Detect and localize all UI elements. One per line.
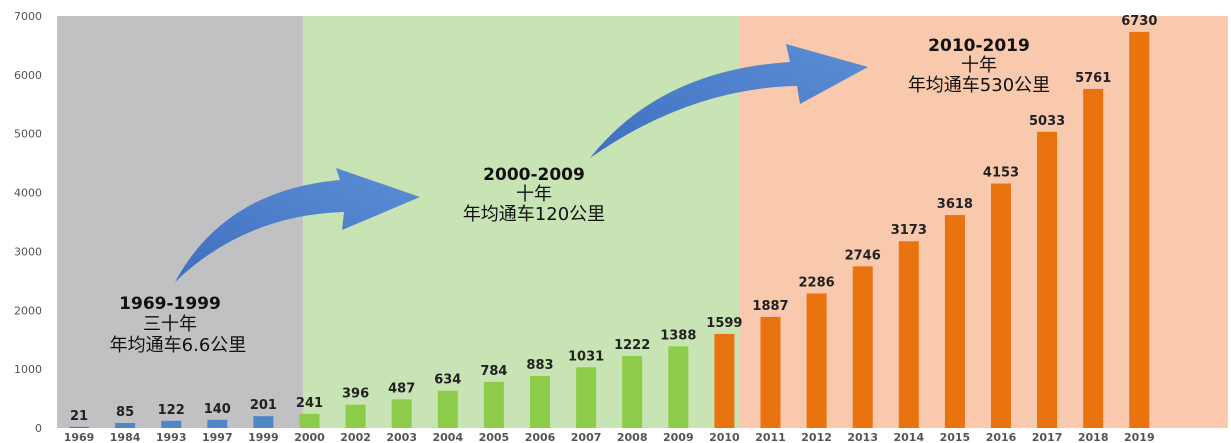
- y-tick-label: 1000: [14, 363, 42, 376]
- x-tick-label: 2015: [940, 431, 971, 443]
- x-tick-label: 2016: [986, 431, 1017, 443]
- x-tick-label: 2019: [1124, 431, 1155, 443]
- data-label: 122: [158, 403, 185, 418]
- y-tick-label: 7000: [14, 10, 42, 23]
- bar: [1037, 131, 1058, 428]
- x-tick-label: 1984: [110, 431, 141, 443]
- x-tick-label: 2007: [571, 431, 602, 443]
- data-label: 1222: [614, 338, 650, 353]
- bar: [299, 413, 320, 428]
- era3-line3: 年均通车530公里: [908, 75, 1050, 96]
- era1-title: 1969-1999: [119, 294, 221, 314]
- data-label: 6730: [1121, 14, 1157, 29]
- bar: [852, 266, 873, 428]
- data-label: 201: [250, 398, 277, 413]
- data-label: 1388: [660, 328, 696, 343]
- bar: [345, 404, 366, 428]
- era2-title: 2000-2009: [483, 165, 585, 185]
- x-tick-label: 2004: [432, 431, 463, 443]
- bar: [391, 399, 412, 428]
- data-label: 1599: [706, 316, 742, 331]
- y-tick-label: 0: [35, 422, 42, 435]
- bar: [668, 346, 689, 428]
- x-tick-label: 1999: [248, 431, 279, 443]
- x-tick-label: 2003: [386, 431, 417, 443]
- data-label: 3173: [891, 223, 927, 238]
- x-tick-label: 2006: [525, 431, 556, 443]
- era2-line3: 年均通车120公里: [463, 204, 605, 225]
- bar: [714, 333, 735, 428]
- bar: [483, 381, 504, 428]
- bar: [115, 422, 136, 428]
- data-label: 3618: [937, 197, 973, 212]
- x-tick-label: 2009: [663, 431, 694, 443]
- y-tick-label: 5000: [14, 128, 42, 141]
- data-label: 140: [204, 402, 231, 417]
- data-label: 85: [116, 405, 134, 420]
- data-label: 634: [434, 373, 461, 388]
- data-label: 487: [388, 381, 415, 396]
- data-label: 5761: [1075, 71, 1111, 86]
- era1-line3: 年均通车6.6公里: [110, 335, 247, 356]
- bar: [437, 390, 458, 428]
- y-tick-label: 2000: [14, 304, 42, 317]
- bar: [161, 420, 182, 428]
- data-label: 21: [70, 409, 88, 424]
- x-tick-label: 2005: [479, 431, 510, 443]
- era2-line2: 十年: [516, 184, 552, 205]
- data-label: 784: [480, 364, 507, 379]
- data-label: 5033: [1029, 114, 1065, 129]
- x-tick-label: 2011: [755, 431, 786, 443]
- bar: [69, 426, 89, 428]
- era3-line2: 十年: [961, 55, 997, 76]
- bar: [1083, 88, 1104, 428]
- x-tick-label: 2002: [340, 431, 371, 443]
- y-tick-label: 3000: [14, 245, 42, 258]
- x-tick-label: 2000: [294, 431, 325, 443]
- bar: [944, 215, 965, 428]
- growth-arrow-2: [590, 44, 868, 158]
- data-label: 2746: [845, 248, 881, 263]
- x-tick-label: 2008: [617, 431, 648, 443]
- era1-line2: 三十年: [143, 314, 197, 335]
- x-tick-label: 2012: [801, 431, 832, 443]
- y-tick-label: 4000: [14, 187, 42, 200]
- data-label: 1031: [568, 349, 604, 364]
- x-tick-label: 2013: [847, 431, 878, 443]
- data-label: 883: [526, 358, 553, 373]
- data-label: 241: [296, 396, 323, 411]
- data-label: 1887: [752, 299, 788, 314]
- bar: [576, 367, 597, 428]
- bar: [1129, 31, 1150, 429]
- x-tick-label: 1997: [202, 431, 233, 443]
- bar: [530, 376, 550, 428]
- x-tick-label: 2018: [1078, 431, 1109, 443]
- growth-arrow-1: [175, 168, 420, 282]
- bar: [991, 183, 1011, 428]
- era3-title: 2010-2019: [928, 36, 1030, 56]
- bar: [207, 419, 228, 428]
- bar: [760, 316, 781, 428]
- y-tick-label: 6000: [14, 69, 42, 82]
- data-label: 4153: [983, 166, 1019, 181]
- data-label: 396: [342, 387, 369, 402]
- bar: [622, 356, 643, 428]
- x-tick-label: 1993: [156, 431, 187, 443]
- bar: [253, 416, 274, 428]
- data-label: 2286: [799, 275, 835, 290]
- x-tick-label: 2017: [1032, 431, 1063, 443]
- bar: [898, 241, 919, 428]
- x-tick-label: 2014: [893, 431, 924, 443]
- era-2-background: [303, 16, 739, 428]
- bar: [806, 293, 827, 428]
- x-tick-label: 2010: [709, 431, 740, 443]
- x-tick-label: 1969: [64, 431, 95, 443]
